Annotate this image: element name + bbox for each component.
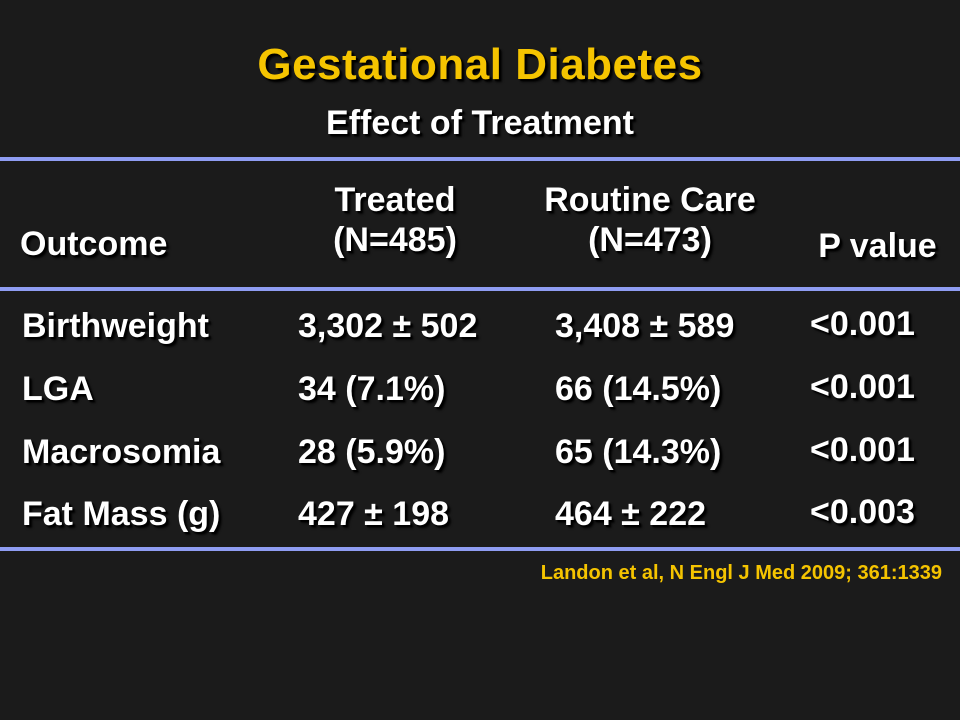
header-p-value: P value	[818, 227, 937, 265]
header-routine-n: (N=473)	[588, 221, 712, 259]
row-treated: 28 (5.9%)	[298, 433, 446, 471]
slide-title: Gestational Diabetes	[257, 40, 703, 89]
row-routine: 3,408 ± 589	[555, 307, 735, 345]
row-outcome: LGA	[22, 370, 94, 408]
row-routine: 65 (14.3%)	[555, 433, 722, 471]
row-routine: 66 (14.5%)	[555, 370, 722, 408]
citation: Landon et al, N Engl J Med 2009; 361:133…	[540, 562, 942, 584]
slide-subtitle: Effect of Treatment	[326, 104, 634, 142]
header-treated-n: (N=485)	[333, 221, 457, 259]
row-treated: 3,302 ± 502	[298, 307, 478, 345]
row-p-value: <0.001	[810, 305, 915, 343]
header-routine-label: Routine Care	[544, 181, 756, 219]
top-divider	[0, 157, 960, 161]
header-treated-label: Treated	[334, 181, 456, 219]
row-outcome: Birthweight	[22, 307, 209, 345]
bottom-divider	[0, 547, 960, 551]
header-treated: Treated (N=485)	[290, 180, 500, 260]
row-outcome: Macrosomia	[22, 433, 221, 471]
row-routine: 464 ± 222	[555, 495, 707, 533]
header-outcome: Outcome	[20, 225, 168, 263]
row-treated: 34 (7.1%)	[298, 370, 446, 408]
row-outcome: Fat Mass (g)	[22, 495, 221, 533]
row-treated: 427 ± 198	[298, 495, 450, 533]
row-p-value: <0.003	[810, 493, 915, 531]
row-p-value: <0.001	[810, 368, 915, 406]
header-divider	[0, 287, 960, 291]
row-p-value: <0.001	[810, 431, 915, 469]
header-routine-care: Routine Care (N=473)	[505, 180, 795, 260]
